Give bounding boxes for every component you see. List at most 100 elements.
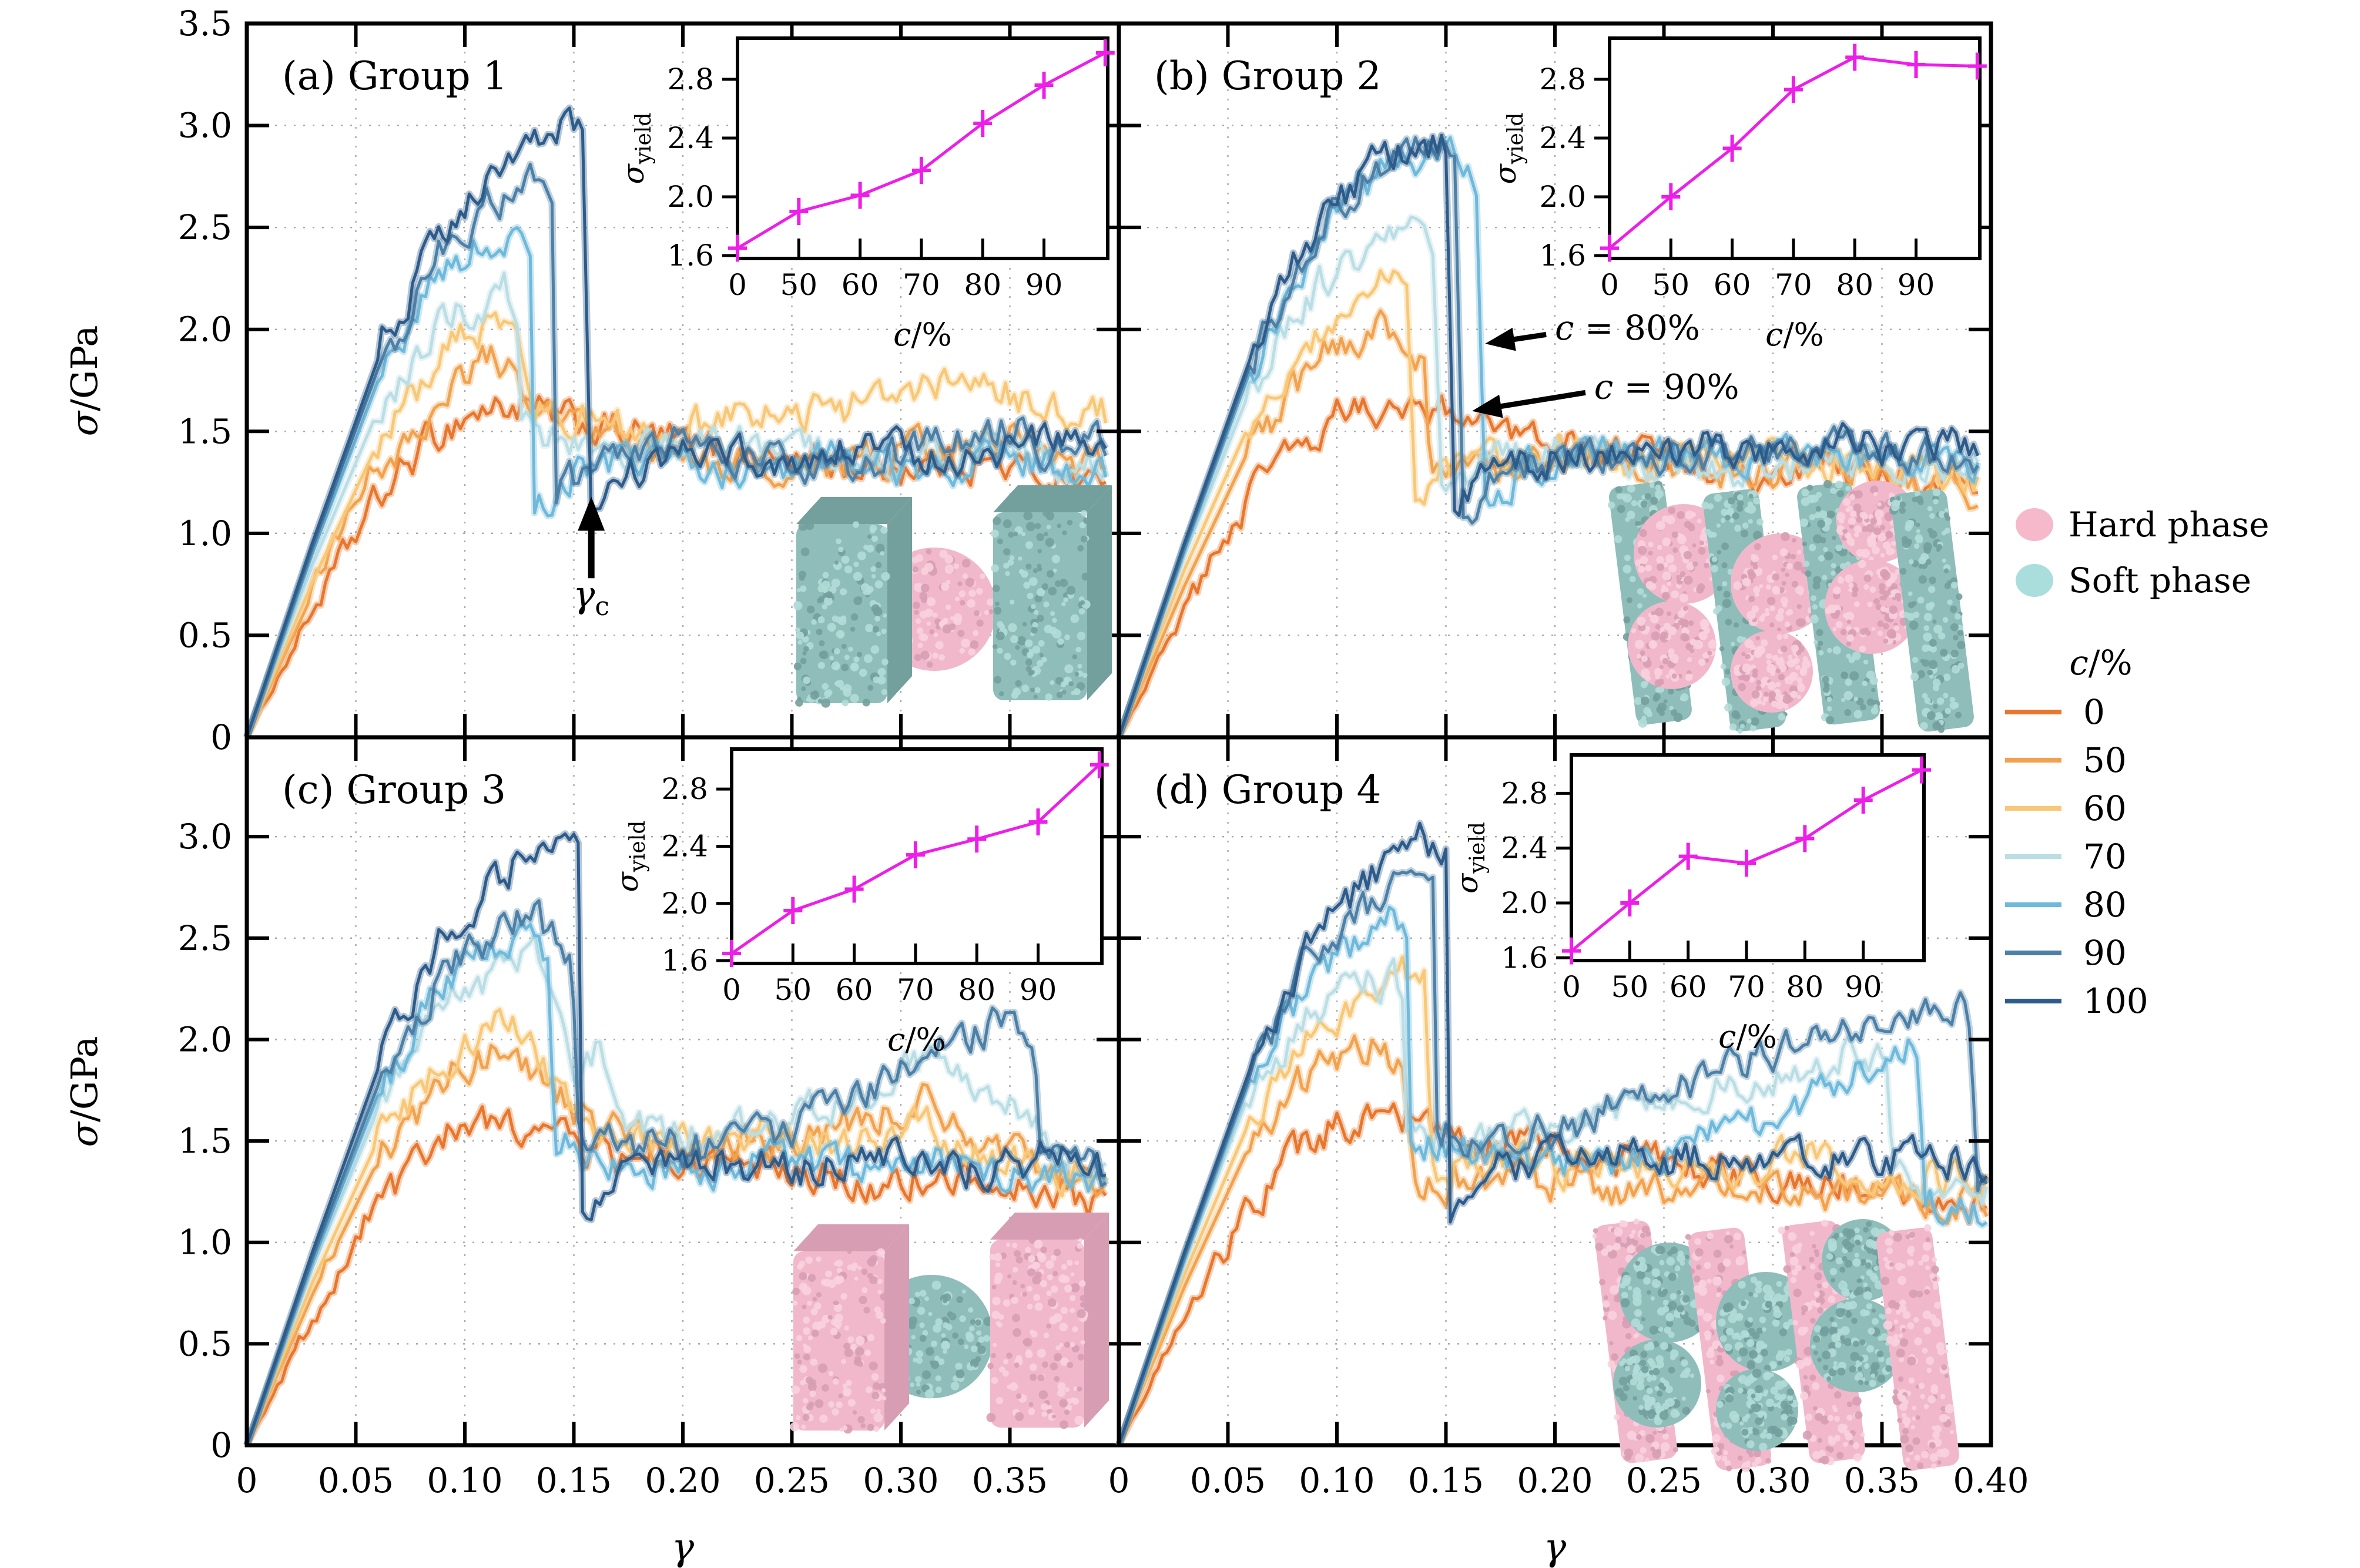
annotation-b-0: c = 80% [1485,308,1700,351]
sigma-symbol: σ [63,1121,106,1147]
inset-xlabel-d: c/% [1718,1018,1777,1055]
inset-xtick-d-90: 90 [1845,970,1882,1004]
equals-value: = 80% [1574,308,1699,348]
curve-c-c100 [245,832,1107,1446]
legend-entry-label-80: 80 [2083,885,2127,925]
inset-ytick-c-2.4: 2.4 [661,829,708,863]
legend-series-title: c/% [2069,643,2132,683]
structure-a [793,485,1112,708]
percent-part: /% [905,1021,946,1058]
ytick-row1-0: 0 [210,717,232,757]
inset-xtick-c-50: 50 [774,973,812,1007]
c-subscript: c [595,592,609,622]
inset-xtick-d-60: 60 [1670,970,1707,1004]
xlabel-right: γ [1544,1526,1567,1568]
yield-subscript: yield [626,821,650,873]
legend-entry-label-90: 90 [2083,933,2127,973]
xtick-c-4: 0.20 [645,1460,720,1500]
inset-ytick-c-1.6: 1.6 [661,944,708,978]
ytick-row2-5: 2.5 [178,918,232,958]
ytick-row2-4: 2.0 [178,1019,232,1059]
xtick-c-7: 0.35 [972,1460,1048,1500]
inset-ytick-b-2.0: 2.0 [1539,180,1586,214]
inset-ytick-d-2.8: 2.8 [1501,776,1548,810]
inset-ticks-d [1556,791,1865,961]
curve-c-c70 [245,934,1107,1446]
legend-entry-label-70: 70 [2083,837,2127,877]
xtick-c-1: 0.05 [318,1460,394,1500]
xtick-d-5: 0.25 [1626,1460,1702,1500]
inset-xtick-b-50: 50 [1652,268,1689,302]
sigma-symbol: σ [1489,163,1523,184]
inset-ytick-a-1.6: 1.6 [667,239,714,273]
curve-a-c70 [245,271,1107,738]
c-symbol: c [1555,308,1574,348]
ytick-row2-6: 3.0 [178,817,232,857]
xtick-c-0: 0 [236,1460,258,1500]
inset-xlabel-a: c/% [893,316,952,353]
curve-a-c100 [245,106,1107,738]
xtick-c-2: 0.10 [427,1460,502,1500]
structure-c [790,1213,1109,1434]
inset-ytick-c-2.0: 2.0 [661,887,708,921]
legend-phase-label-0: Hard phase [2069,505,2270,545]
gpa-part: /GPa [63,325,106,411]
c-symbol: c [1718,1018,1736,1055]
inset-xtick-a-90: 90 [1025,268,1063,302]
curve-a-c60 [245,311,1108,738]
ytick-row1-1: 0.5 [178,615,232,655]
curve-a-c90 [245,163,1108,738]
xtick-d-4: 0.20 [1517,1460,1593,1500]
inset-d: 0 50 60 70 80 90 1.6 2.0 2.4 2.8 σyield c/% [1450,753,1932,1055]
inset-ytick-d-2.4: 2.4 [1501,831,1548,865]
inset-ticks-a [722,78,1046,258]
ytick-row2-3: 1.5 [178,1121,232,1161]
inset-ytick-b-2.8: 2.8 [1539,62,1586,96]
xtick-c-6: 0.30 [863,1460,938,1500]
legend-entry-label-100: 100 [2083,981,2148,1021]
inset-ylabel-b: σyield [1489,113,1528,184]
inset-xtick-a-70: 70 [903,268,940,302]
curve-d-c90 [1117,869,1988,1446]
inset-ytick-d-2.0: 2.0 [1501,886,1548,920]
inset-xtick-d-0: 0 [1562,970,1581,1004]
ylabel-row1: σ/GPa [63,325,106,437]
soft-phase-swatch [2016,564,2053,597]
inset-ytick-b-2.4: 2.4 [1539,121,1586,155]
inset-frame-b [1608,36,1982,260]
legend-entry-label-0: 0 [2083,692,2105,732]
inset-ytick-b-1.6: 1.6 [1539,239,1586,273]
legend-phase-label-1: Soft phase [2069,560,2251,600]
percent-part: /% [2089,643,2133,683]
xlabel-left: γ [672,1526,695,1568]
percent-part: /% [1783,316,1824,353]
ylabel-row2: σ/GPa [63,1036,106,1147]
inset-ylabel-d: σyield [1450,822,1490,894]
sigma-symbol: σ [616,163,651,184]
ytick-row1-2: 1.0 [178,513,232,553]
xtick-c-5: 0.25 [754,1460,830,1500]
inset-xtick-d-70: 70 [1728,970,1765,1004]
inset-xtick-a-0: 0 [728,268,747,302]
ytick-row2-1: 0.5 [178,1324,232,1364]
sigma-symbol: σ [611,871,645,892]
inset-xtick-d-80: 80 [1786,970,1824,1004]
xtick-d-3: 0.15 [1408,1460,1484,1500]
inset-ytick-a-2.4: 2.4 [667,121,714,155]
inset-c: 0 50 60 70 80 90 1.6 2.0 2.4 2.8 σyield c/% [611,747,1109,1058]
c-symbol: c [1765,316,1783,353]
panel-title-b: (b) Group 2 [1154,53,1381,99]
yield-subscript: yield [632,113,656,165]
equals-value: = 90% [1613,367,1739,407]
annotation-b-1: c = 90% [1472,367,1739,418]
legend-entry-label-50: 50 [2083,740,2127,780]
inset-ticks-c [716,787,1040,963]
inset-xtick-c-90: 90 [1020,973,1057,1007]
ytick-row1-4: 2.0 [178,310,232,350]
annotation-label-c-pct: c = 80% [1555,308,1700,348]
inset-xtick-b-0: 0 [1600,268,1619,302]
ytick-row2-2: 1.0 [178,1223,232,1263]
inset-a: 0 50 60 70 80 90 1.6 2.0 2.4 2.8 σyield c/% [616,36,1115,353]
ytick-row1-6: 3.0 [178,106,232,146]
xtick-d-8: 0.40 [1953,1460,2029,1500]
